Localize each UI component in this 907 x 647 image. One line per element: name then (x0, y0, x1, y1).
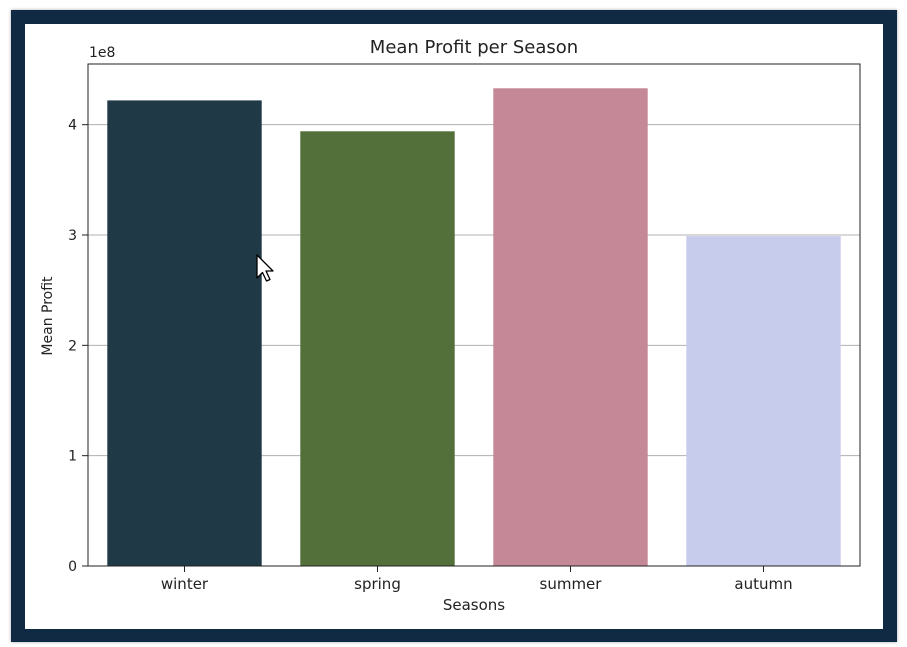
x-tick-label-autumn: autumn (734, 575, 792, 593)
y-tick-label: 4 (68, 118, 77, 134)
x-tick-label-spring: spring (354, 575, 401, 593)
y-tick-label: 2 (68, 338, 77, 354)
y-offset-label: 1e8 (89, 45, 115, 61)
y-axis-label: Mean Profit (40, 276, 56, 356)
y-tick-label: 1 (68, 449, 77, 465)
y-axis-ticks: 0 1 2 3 4 (68, 118, 88, 575)
x-axis-ticks: winter spring summer autumn (161, 566, 793, 593)
bar-winter (107, 100, 262, 567)
bar-spring (300, 131, 455, 567)
bars (107, 88, 841, 567)
bar-autumn (686, 236, 841, 566)
x-tick-label-summer: summer (540, 575, 603, 593)
bar-summer (493, 88, 648, 567)
chart-title: Mean Profit per Season (370, 37, 578, 58)
x-tick-label-winter: winter (161, 575, 209, 593)
x-axis-label: Seasons (443, 596, 505, 614)
plot-border (87, 63, 861, 567)
y-tick-label: 3 (68, 228, 77, 244)
mouse-pointer-icon (256, 254, 274, 282)
y-tick-label: 0 (68, 559, 77, 575)
